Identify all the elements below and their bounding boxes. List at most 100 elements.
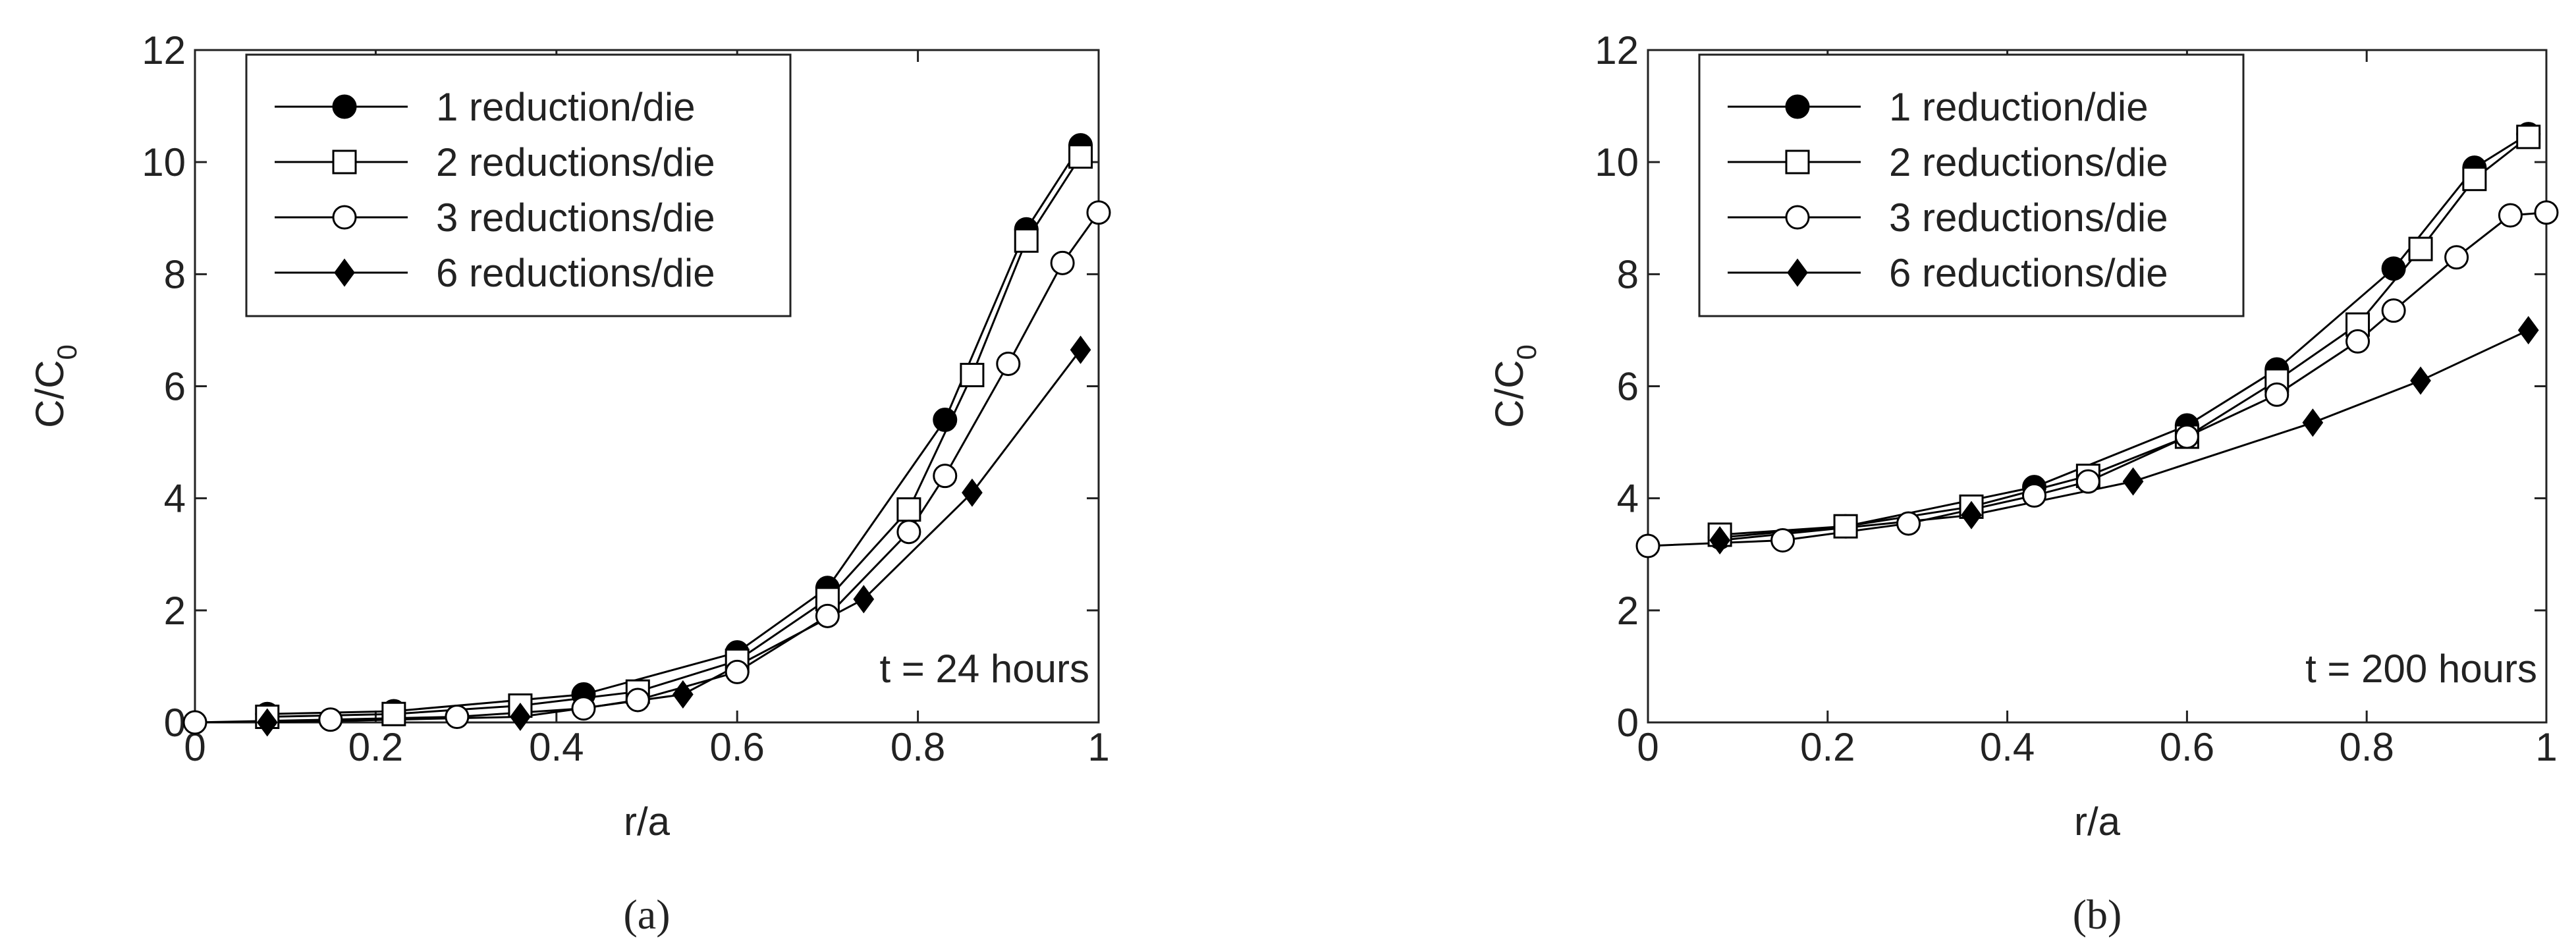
marker [2075,469,2100,494]
y-tick-label: 0 [164,701,186,745]
marker [2534,200,2559,225]
legend-label: 6 reductions/die [436,251,715,295]
legend-label: 3 reductions/die [1889,196,2168,240]
x-tick-label: 0.8 [891,725,945,769]
marker [2345,329,2370,354]
y-tick-label: 10 [1595,140,1639,184]
marker [933,464,958,489]
y-tick-label: 0 [1617,701,1639,745]
y-tick-label: 6 [1617,365,1639,409]
legend-label: 1 reduction/die [1889,85,2149,129]
marker [1770,527,1795,553]
marker [625,688,650,713]
legend-marker [1785,149,1810,175]
marker [996,351,1021,376]
series-line [194,211,1100,724]
marker [1709,526,1730,555]
legend-label: 6 reductions/die [1889,251,2168,295]
legend-marker [1785,94,1810,119]
legend-label: 2 reductions/die [1889,140,2168,184]
annotation: t = 24 hours [879,647,1089,691]
y-axis-label: C/C0 [28,344,82,428]
legend: 1 reduction/die 2 reductions/die 3 reducti… [1698,53,2245,317]
marker [853,585,875,614]
annotation: t = 200 hours [2305,647,2537,691]
marker [960,362,985,387]
legend-label: 2 reductions/die [436,140,715,184]
marker [2022,483,2047,508]
marker [381,701,406,726]
marker [510,702,531,732]
marker [1961,500,1982,529]
marker [2174,424,2199,449]
x-tick-label: 0 [1637,725,1658,769]
legend-marker [1787,258,1808,287]
y-tick-label: 8 [1617,252,1639,296]
x-tick-label: 0.2 [348,725,403,769]
marker [672,680,694,709]
x-tick-label: 1 [2535,725,2557,769]
legend: 1 reduction/die 2 reductions/die 3 reducti… [245,53,792,317]
x-tick-label: 0.8 [2339,725,2394,769]
marker [1896,511,1921,536]
chart-panel: 0 2 4 6 8 10 12 0 0.2 0.4 0.6 0.8 1 r/a C/C0 t = 24 hou… [28,28,1111,938]
marker [896,520,921,545]
marker [2498,203,2523,228]
marker [571,696,596,721]
legend-marker [332,205,357,230]
y-tick-label: 2 [1617,589,1639,633]
y-axis-label-main: C/C [1487,360,1531,428]
marker [2462,167,2487,192]
x-tick-label: 0.4 [529,725,584,769]
marker [962,478,983,507]
y-tick-label: 2 [164,589,186,633]
marker [815,603,840,628]
panel-caption: (a) [623,891,670,938]
legend-label: 1 reduction/die [436,85,696,129]
x-tick-label: 1 [1087,725,1109,769]
y-tick-label: 8 [164,252,186,296]
y-tick-label: 10 [142,140,186,184]
series-line [267,144,1082,715]
marker [1014,228,1039,253]
legend-label: 3 reductions/die [436,196,715,240]
y-tick-label: 4 [1617,477,1639,521]
marker [896,497,921,522]
marker [933,408,958,433]
marker [2444,245,2469,270]
marker [182,710,207,735]
marker [445,704,470,729]
x-axis-label: r/a [2074,799,2121,844]
y-tick-label: 12 [1595,28,1639,72]
marker [1086,200,1111,225]
x-axis-label: r/a [624,799,671,844]
marker [2381,256,2406,281]
series-line [1719,329,2529,541]
x-tick-label: 0.2 [1800,725,1855,769]
legend-marker [334,258,355,287]
marker [1833,514,1858,539]
y-axis-label-sub: 0 [1511,344,1542,360]
marker [2516,124,2541,149]
legend-marker [1785,205,1810,230]
y-tick-label: 4 [164,477,186,521]
marker [2264,382,2289,407]
legend-marker [332,149,357,175]
marker [2122,467,2144,496]
marker [725,659,750,684]
y-axis-label: C/C0 [1487,344,1542,428]
panel-caption: (b) [2073,891,2122,938]
marker [1050,250,1075,275]
y-axis-label-sub: 0 [51,344,82,360]
x-tick-label: 0.6 [2160,725,2214,769]
marker [1068,144,1093,169]
marker [2410,366,2431,395]
series-line [1719,133,2529,539]
series-line [267,349,1082,724]
marker [1635,533,1660,558]
x-tick-label: 0.4 [1980,725,2035,769]
marker [256,708,278,737]
legend-marker [332,94,357,119]
